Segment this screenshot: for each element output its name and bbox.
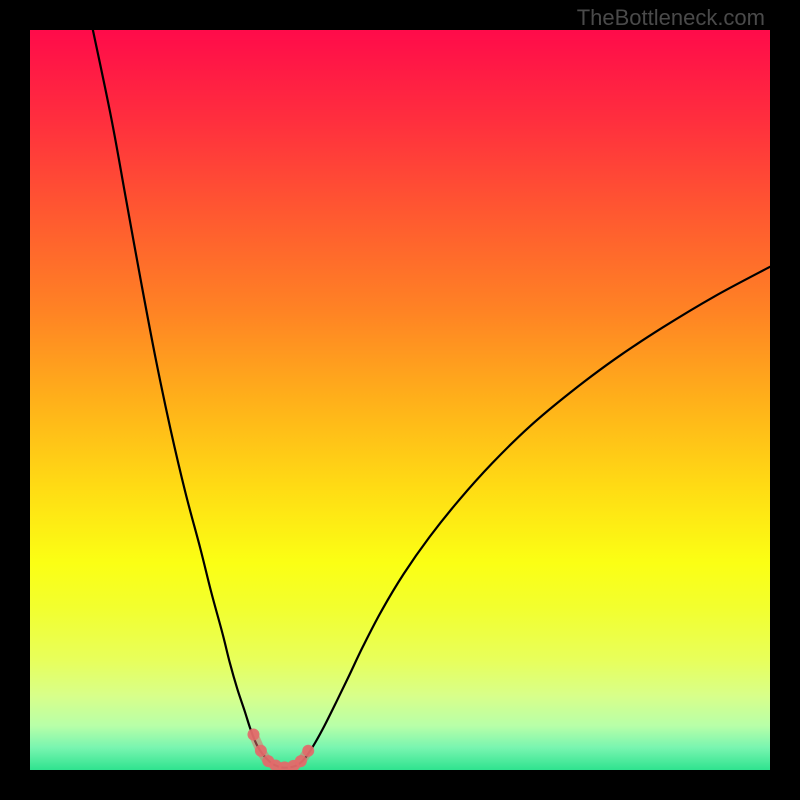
accent-marker [247, 728, 259, 740]
chart-frame: TheBottleneck.com [0, 0, 800, 800]
accent-marker [295, 755, 307, 767]
accent-marker [255, 745, 267, 757]
accent-marker [302, 745, 314, 757]
watermark-text: TheBottleneck.com [577, 5, 765, 31]
chart-background [30, 30, 770, 770]
bottleneck-curve-chart [30, 30, 770, 770]
plot-area [30, 30, 770, 770]
